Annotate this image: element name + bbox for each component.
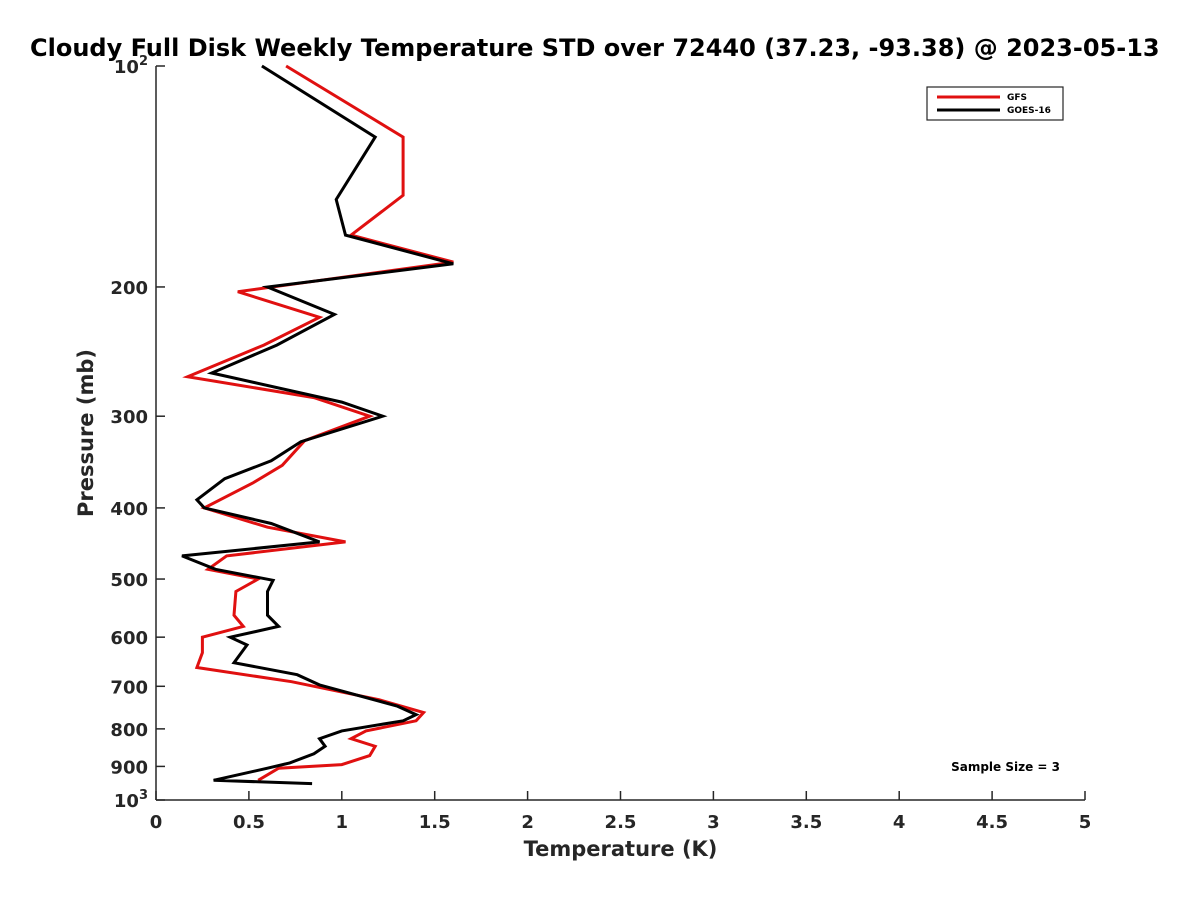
sample-size-annotation: Sample Size = 3 <box>951 760 1060 774</box>
y-tick-label: 400 <box>110 499 148 520</box>
plot-axes: 0 0.5 1 1.5 2 2.5 3 3.5 4 4.5 5 102 200 300 400 500 600 7… <box>110 54 1091 833</box>
legend-box <box>926 86 1064 121</box>
x-tick-label: 0 <box>150 812 163 833</box>
x-tick-label: 3 <box>707 812 720 833</box>
y-tick-label: 900 <box>110 757 148 778</box>
x-tick-label: 1 <box>336 812 349 833</box>
chart-title: Cloudy Full Disk Weekly Temperature STD … <box>30 34 1160 62</box>
x-tick-label: 2 <box>521 812 534 833</box>
legend-entry-label: GOES-16 <box>1007 106 1051 116</box>
x-tick-label: 5 <box>1079 812 1092 833</box>
x-tick-label: 0.5 <box>233 812 265 833</box>
y-tick-label: 700 <box>110 677 148 698</box>
series-line-goes-16 <box>181 64 454 786</box>
x-tick-label: 3.5 <box>790 812 822 833</box>
x-tick-label: 4.5 <box>976 812 1008 833</box>
y-axis-label: Pressure (mb) <box>74 349 98 517</box>
y-tick-label: 800 <box>110 720 148 741</box>
y-tick-label: 200 <box>110 278 148 299</box>
x-tick-label: 4 <box>893 812 906 833</box>
x-tick-label: 2.5 <box>605 812 637 833</box>
y-tick-label: 500 <box>110 570 148 591</box>
legend: GFS GOES-16 <box>926 86 1064 121</box>
x-tick-label: 1.5 <box>419 812 451 833</box>
y-tick-label: 600 <box>110 628 148 649</box>
legend-entry-label: GFS <box>1007 93 1027 103</box>
y-tick-label: 103 <box>114 788 148 812</box>
x-axis-label: Temperature (K) <box>524 837 718 861</box>
y-tick-label: 102 <box>114 54 148 78</box>
series-layer <box>181 64 454 786</box>
y-tick-label: 300 <box>110 407 148 428</box>
series-line-gfs <box>182 64 454 782</box>
